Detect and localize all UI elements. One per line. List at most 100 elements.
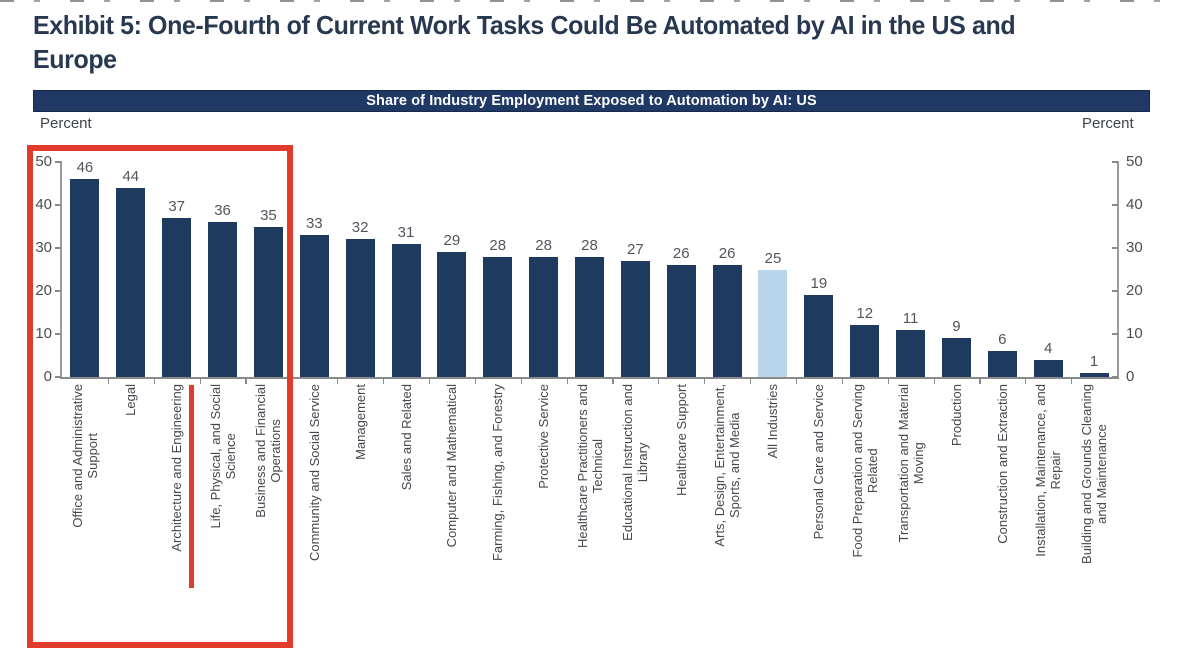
bar-value-label: 19	[810, 275, 828, 293]
y-tick-label: 10	[35, 325, 52, 342]
y-tick-mark	[1111, 247, 1118, 249]
x-tick-mark	[612, 378, 614, 384]
y-tick-label: 40	[1126, 196, 1143, 213]
category-label: Installation, Maintenance, and Repair	[1033, 384, 1064, 557]
chart-title: Share of Industry Employment Exposed to …	[366, 93, 817, 109]
bar	[804, 295, 834, 377]
x-tick-mark	[1071, 378, 1073, 384]
bar-value-label: 12	[856, 305, 874, 323]
bar-plot-area: 46 44 37 36 35 33 32 31 29 28 28 28 27 26 26 25 19 12 11 9 6…	[62, 159, 1117, 377]
bar-value-label: 27	[627, 240, 644, 258]
red-underline-annotation	[189, 385, 194, 588]
red-highlight-box-annotation	[27, 145, 293, 648]
y-tick-mark	[54, 161, 61, 163]
y-tick-mark	[54, 247, 61, 249]
bar	[529, 256, 559, 377]
y-tick-mark	[54, 333, 61, 335]
bar-value-label: 33	[305, 215, 323, 233]
category-label: Personal Care and Service	[811, 384, 827, 540]
bar-value-label: 46	[76, 159, 94, 177]
bar	[253, 226, 283, 377]
y-tick-label: 0	[43, 368, 52, 385]
bar-value-label: 31	[397, 223, 415, 241]
y-tick-mark	[1111, 204, 1118, 206]
bar-value-label: 9	[952, 318, 961, 336]
x-tick-mark	[153, 378, 155, 384]
y-tick-label: 50	[35, 153, 52, 170]
bar-value-label: 6	[998, 331, 1007, 349]
bar	[437, 252, 467, 377]
left-axis-spine	[60, 161, 62, 378]
category-label: Community and Social Service	[306, 384, 322, 562]
y-tick-label: 40	[35, 196, 52, 213]
x-tick-mark	[383, 378, 385, 384]
category-label: Educational Instruction and Library	[620, 384, 651, 541]
y-tick-label: 30	[1126, 239, 1143, 256]
bar-highlight	[758, 269, 788, 377]
x-tick-mark	[428, 378, 431, 384]
category-label: Protective Service	[536, 384, 552, 489]
x-axis-line	[60, 377, 1119, 379]
category-label: Arts, Design, Entertainment, Sports, and …	[712, 384, 743, 547]
x-tick-mark	[933, 378, 935, 384]
y-tick-mark	[54, 290, 61, 292]
bar	[299, 235, 329, 377]
bar	[116, 187, 146, 377]
bar-value-label: 36	[214, 202, 231, 220]
x-tick-mark	[107, 378, 110, 384]
category-label: Healthcare Support	[673, 384, 689, 497]
y-tick-label: 0	[1126, 368, 1135, 385]
x-tick-mark	[520, 378, 522, 384]
y-tick-mark	[1111, 376, 1118, 378]
bar	[712, 265, 742, 377]
category-label: Production	[948, 384, 964, 447]
bar-value-label: 32	[351, 219, 369, 237]
bar	[345, 239, 375, 377]
y-tick-label: 30	[35, 239, 52, 256]
exhibit-title: Exhibit 5: One-Fourth of Current Work Ta…	[33, 8, 1118, 76]
category-label: Healthcare Practitioners and Technical	[574, 384, 605, 549]
cropped-text-artifact-line	[0, 0, 1180, 2]
right-axis-unit-label: Percent	[1082, 115, 1134, 132]
x-tick-mark	[979, 378, 981, 384]
y-tick-mark	[54, 204, 61, 206]
y-tick-label: 20	[35, 282, 52, 299]
bar	[987, 351, 1017, 377]
bar	[575, 256, 604, 377]
exhibit-title-line2: Europe	[33, 44, 117, 74]
category-label: Building and Grounds Cleaning and Mainten…	[1079, 384, 1110, 564]
bar	[483, 256, 513, 377]
bar	[896, 329, 926, 377]
x-tick-mark	[245, 378, 247, 384]
exhibit-title-line1: Exhibit 5: One-Fourth of Current Work Ta…	[33, 10, 1016, 40]
y-tick-mark	[1111, 161, 1118, 163]
bar-value-label: 25	[764, 249, 782, 267]
category-label: Sales and Related	[398, 384, 414, 491]
bar	[850, 325, 880, 377]
bar-value-label: 1	[1089, 352, 1099, 370]
y-tick-label: 10	[1126, 325, 1143, 342]
bar-value-label: 4	[1044, 339, 1053, 357]
bar	[208, 222, 238, 377]
bar	[620, 260, 650, 377]
bar	[666, 265, 696, 377]
y-tick-label: 20	[1126, 282, 1143, 299]
x-tick-mark	[199, 378, 201, 384]
x-tick-mark	[841, 378, 843, 384]
bar-value-label: 28	[489, 236, 507, 254]
bar-value-label: 35	[260, 206, 277, 224]
x-tick-mark	[795, 378, 798, 384]
x-tick-mark	[704, 378, 706, 384]
category-label: Computer and Mathematical	[444, 384, 460, 548]
bar-value-label: 26	[672, 245, 690, 263]
bar-value-label: 28	[581, 236, 598, 254]
x-tick-mark	[887, 378, 889, 384]
bar	[391, 243, 421, 377]
bar-value-label: 44	[122, 167, 140, 185]
x-tick-mark	[337, 378, 339, 384]
bar-value-label: 26	[718, 245, 736, 263]
x-tick-mark	[750, 378, 752, 384]
bar	[70, 179, 100, 377]
y-tick-mark	[54, 376, 61, 378]
category-label: All Industries	[765, 384, 781, 459]
